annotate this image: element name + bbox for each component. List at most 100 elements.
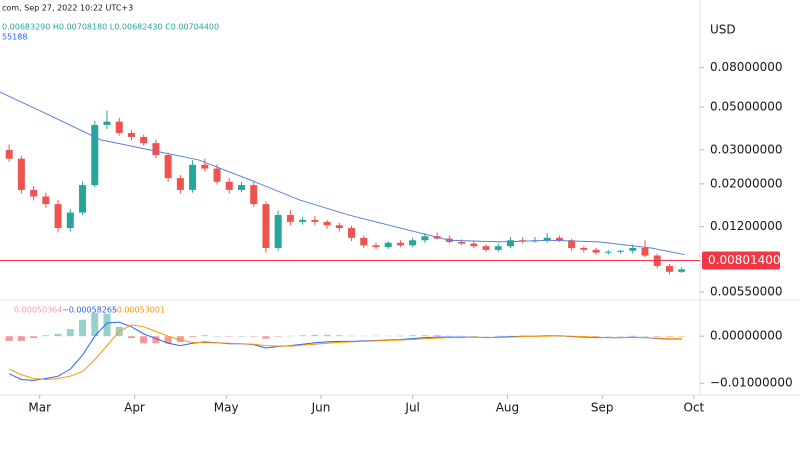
histogram-bar [103, 313, 111, 337]
y-tick-label: 0.01200000 [710, 219, 783, 233]
histogram-bar [189, 336, 197, 338]
x-tick-label: Jun [311, 401, 331, 415]
candle-body [237, 185, 245, 190]
histogram-bar [176, 336, 184, 342]
candle-body [458, 241, 466, 244]
y-tick-label: 0.05000000 [710, 100, 783, 114]
candle-body [604, 251, 612, 253]
histogram-bar [396, 335, 404, 337]
candle-body [66, 212, 74, 229]
histogram-bar [348, 335, 356, 337]
x-tick-label: Sep [591, 401, 614, 415]
histogram-bar [409, 335, 417, 337]
candle-body [641, 247, 649, 256]
histogram-bar [458, 335, 466, 337]
candle-body [140, 136, 148, 144]
candle-body [360, 237, 368, 246]
candle-body [409, 240, 417, 246]
candle-body [335, 225, 343, 229]
histogram-bar [604, 336, 612, 337]
candle-body [299, 219, 307, 222]
histogram-bar [54, 333, 62, 337]
ma-value: 55188 [2, 33, 27, 42]
candle-body [580, 247, 588, 250]
y-tick-label: 0.00550000 [710, 285, 783, 299]
histogram-bar [164, 336, 172, 344]
candle-body [176, 178, 184, 190]
candle-body [555, 237, 563, 241]
candle-body [470, 243, 478, 247]
x-tick-label: Jul [404, 401, 419, 415]
candle-body [592, 249, 600, 253]
histogram-bar [17, 336, 25, 341]
candle-body [372, 245, 380, 248]
histogram-bar [384, 335, 392, 337]
candle-body [629, 247, 637, 251]
candle-body [506, 240, 514, 247]
candle-body [665, 266, 673, 272]
histogram-bar [678, 336, 686, 337]
candle-body [189, 164, 197, 190]
histogram-bar [140, 336, 148, 344]
candle-body [494, 246, 502, 250]
candle-body [323, 221, 331, 226]
histogram-bar [250, 336, 258, 337]
histogram-bar [592, 336, 600, 337]
x-tick-label: May [214, 401, 239, 415]
histogram-bar [445, 335, 453, 337]
macd-line [8, 324, 682, 380]
candle-body [103, 121, 111, 125]
x-tick-label: Aug [496, 401, 519, 415]
candle-body [91, 124, 99, 186]
candle-body [30, 189, 38, 197]
candle-body [568, 240, 576, 248]
x-tick-label: Oct [684, 401, 705, 415]
histogram-bar [299, 335, 307, 337]
header-title: com, Sep 27, 2022 10:22 UTC+3 [2, 4, 133, 13]
currency: USD [710, 23, 736, 37]
candle-body [79, 185, 87, 213]
candle-body [213, 168, 221, 182]
last-price-label: 0.00801400 [708, 253, 781, 267]
legend-entry: 0.00050364 [14, 306, 62, 315]
histogram-bar [42, 335, 50, 337]
candle-body [127, 132, 135, 137]
ohlc-values: 0.00683290 H0.00708180 L0.00682430 C0.00… [2, 23, 219, 32]
histogram-bar [506, 335, 514, 337]
candle-body [617, 250, 625, 252]
histogram-bar [286, 335, 294, 337]
x-tick-label: Apr [124, 401, 145, 415]
histogram-bar [494, 335, 502, 337]
histogram-bar [30, 336, 38, 339]
histogram-bar [274, 336, 282, 337]
candle-body [678, 269, 686, 272]
moving-average [0, 91, 685, 256]
candle-body [262, 204, 270, 248]
histogram-bar [653, 336, 661, 337]
histogram-bar [555, 336, 563, 337]
candle-body [396, 242, 404, 246]
candle-body [42, 196, 50, 205]
histogram-bar [66, 329, 74, 337]
histogram-bar [79, 319, 87, 337]
candle-body [164, 155, 172, 179]
y-tick-label: 0.00000000 [710, 329, 783, 343]
histogram-bar [127, 336, 135, 339]
candle-body [54, 204, 62, 229]
y-tick-label: −0.01000000 [710, 376, 793, 390]
legend-entry: −0.00053001 [110, 306, 165, 315]
y-tick-label: 0.03000000 [710, 142, 783, 156]
histogram-bar [433, 335, 441, 337]
histogram-bar [421, 335, 429, 337]
histogram-bar [323, 334, 331, 337]
candle-body [225, 181, 233, 190]
histogram-bar [629, 335, 637, 337]
y-tick-label: 0.08000000 [710, 60, 783, 74]
candle-body [421, 236, 429, 241]
histogram-bar [262, 336, 270, 339]
histogram-bar [482, 336, 490, 337]
histogram-bar [470, 336, 478, 337]
